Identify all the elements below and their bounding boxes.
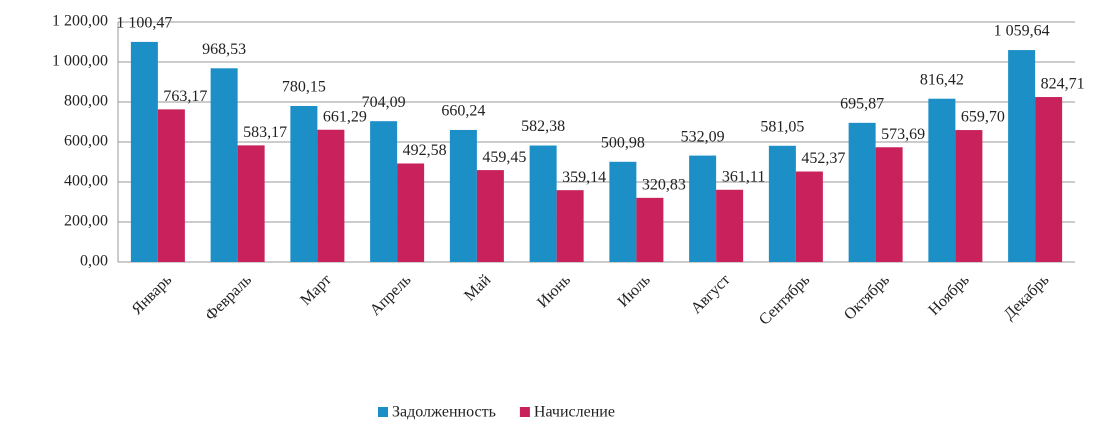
bar — [609, 161, 637, 262]
x-tick-label: Март — [297, 271, 335, 309]
x-tick-label: Июнь — [534, 271, 574, 311]
bar — [556, 190, 584, 262]
x-tick-label: Январь — [129, 271, 176, 318]
data-label: 573,69 — [881, 126, 925, 143]
bar — [928, 98, 956, 262]
bar — [768, 145, 796, 262]
y-tick-label: 200,00 — [64, 213, 108, 230]
data-label: 581,05 — [760, 118, 804, 135]
data-label: 780,15 — [282, 79, 326, 96]
bar — [290, 105, 318, 262]
y-tick-label: 0,00 — [80, 253, 108, 270]
bar — [210, 68, 238, 262]
data-label: 659,70 — [961, 109, 1005, 126]
bar — [1008, 50, 1036, 263]
x-tick-label: Февраль — [202, 271, 255, 324]
data-label: 361,11 — [722, 168, 765, 185]
x-tick-label: Август — [688, 271, 734, 317]
x-tick-label: Октябрь — [841, 271, 893, 323]
data-label: 359,14 — [562, 169, 606, 186]
bar — [529, 145, 557, 262]
data-label: 459,45 — [482, 149, 526, 166]
data-label: 452,37 — [801, 150, 845, 167]
data-label: 492,58 — [403, 142, 447, 159]
bar — [476, 170, 504, 262]
bar — [689, 155, 717, 262]
data-label: 968,53 — [202, 41, 246, 58]
legend-swatch — [519, 407, 530, 417]
y-tick-label: 1 000,00 — [52, 53, 108, 70]
x-tick-label: Ноябрь — [925, 271, 972, 318]
legend-label: Задолженность — [392, 404, 496, 421]
bar — [370, 121, 398, 262]
data-label: 816,42 — [920, 71, 964, 88]
data-label: 1 100,47 — [116, 15, 172, 32]
bar — [795, 171, 823, 262]
bar — [449, 129, 477, 262]
x-tick-label: Сентябрь — [756, 271, 813, 328]
legend-swatch — [378, 407, 388, 417]
data-label: 582,38 — [521, 118, 565, 135]
data-label: 320,83 — [642, 177, 686, 194]
bar — [130, 41, 158, 262]
data-label: 704,09 — [362, 94, 406, 111]
data-label: 583,17 — [243, 124, 287, 141]
data-label: 824,71 — [1041, 76, 1085, 93]
legend-label: Начисление — [534, 404, 615, 421]
bar — [237, 145, 265, 262]
bar — [317, 129, 345, 262]
y-tick-label: 800,00 — [64, 93, 108, 110]
bar — [848, 122, 876, 263]
bar — [157, 109, 185, 262]
data-label: 500,98 — [601, 134, 645, 151]
x-tick-label: Июль — [615, 271, 654, 310]
data-label: 1 059,64 — [994, 23, 1050, 40]
data-label: 661,29 — [323, 108, 367, 125]
data-label: 763,17 — [163, 88, 207, 105]
bar — [636, 197, 664, 262]
bar — [397, 163, 425, 262]
y-tick-label: 400,00 — [64, 173, 108, 190]
bar — [955, 130, 983, 262]
data-label: 660,24 — [441, 103, 485, 120]
x-tick-label: Декабрь — [1001, 271, 1053, 323]
bar — [875, 147, 903, 262]
y-tick-label: 1 200,00 — [52, 13, 108, 30]
data-label: 532,09 — [681, 128, 725, 145]
bar — [1035, 97, 1063, 262]
bar — [716, 189, 744, 262]
data-label: 695,87 — [840, 95, 884, 112]
y-tick-label: 600,00 — [64, 133, 108, 150]
x-tick-label: Апрель — [367, 271, 415, 319]
x-tick-label: Май — [461, 271, 494, 304]
